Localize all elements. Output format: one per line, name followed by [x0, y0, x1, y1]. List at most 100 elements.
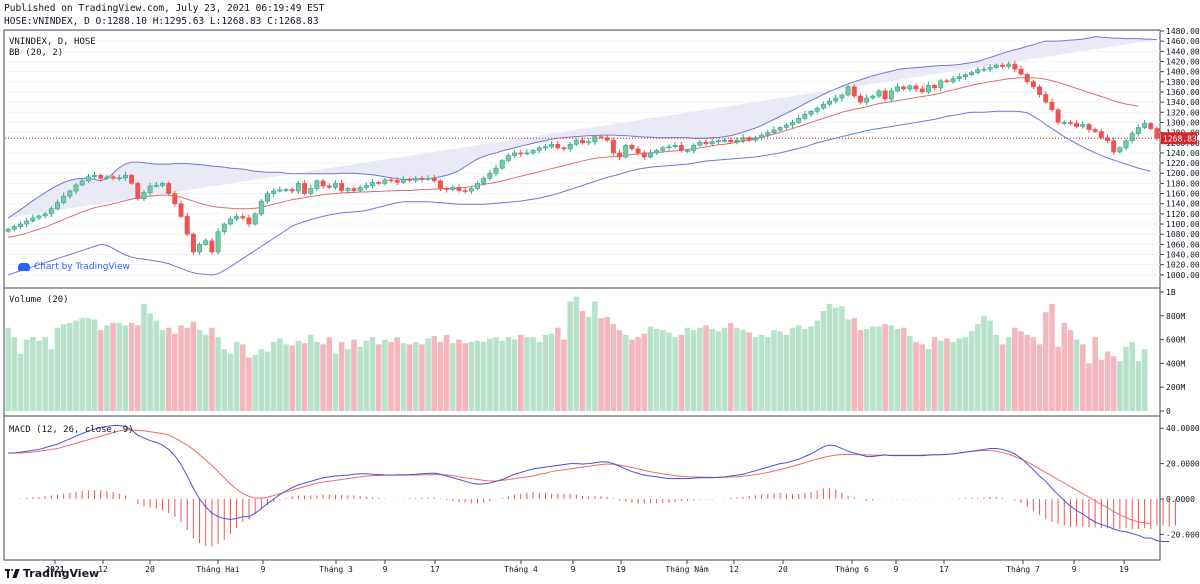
volume-bar: [221, 349, 228, 411]
volume-bar: [301, 343, 308, 411]
volume-bar: [758, 334, 765, 411]
volume-bar: [135, 325, 141, 411]
candle-up: [950, 78, 956, 83]
price-tick-label: 1440.00: [1166, 47, 1200, 56]
volume-bar: [338, 341, 345, 411]
volume-bar: [962, 337, 969, 411]
volume-bar: [672, 337, 678, 411]
volume-bar: [104, 325, 110, 411]
volume-bar: [622, 334, 629, 411]
tradingview-cloud-icon: [18, 263, 30, 271]
candle-up: [993, 64, 999, 68]
candle-down: [598, 136, 604, 138]
volume-bar: [295, 340, 302, 411]
candle-up: [697, 141, 703, 146]
volume-bar: [567, 301, 573, 411]
candle-up: [771, 129, 777, 133]
candle-down: [190, 233, 196, 253]
candle-up: [314, 180, 320, 189]
volume-bar: [369, 337, 376, 411]
volume-bar: [60, 324, 67, 411]
volume-bar: [814, 320, 820, 411]
candle-down: [184, 216, 190, 235]
volume-bar: [307, 334, 314, 411]
pane-frame-0: [3, 29, 1161, 289]
candle-up: [765, 132, 771, 136]
volume-bar: [165, 327, 172, 411]
volume-bar: [857, 330, 864, 411]
volume-bar: [1104, 351, 1111, 411]
candle-down: [617, 152, 623, 158]
volume-bar: [777, 331, 783, 411]
candle-up: [505, 155, 511, 161]
candle-down: [1049, 101, 1055, 111]
bb-indicator-label: BB (20, 2): [9, 48, 63, 58]
candle-down: [437, 180, 443, 189]
price-tick-label: 1040.00: [1166, 251, 1200, 260]
candle-up: [265, 193, 270, 202]
candle-up: [666, 146, 672, 149]
time-tick-label: 17: [939, 565, 949, 574]
volume-bar: [1110, 356, 1117, 411]
candle-down: [376, 182, 382, 184]
candle-up: [567, 143, 573, 150]
time-tick-label: 9: [261, 565, 266, 574]
volume-bar: [159, 330, 166, 411]
volume-bar: [530, 337, 536, 411]
volume-bar: [900, 327, 907, 411]
volume-bar: [264, 351, 271, 411]
volume-tick-label: 0: [1166, 407, 1171, 416]
price-tick-label: 1300.00: [1166, 118, 1200, 127]
volume-bar: [653, 328, 660, 411]
published-line: Published on TradingView.com, July 23, 2…: [4, 3, 325, 14]
volume-bar: [283, 344, 289, 411]
volume-bar: [419, 344, 425, 411]
volume-bar: [937, 340, 944, 411]
candle-up: [104, 176, 110, 179]
time-tick-label: 9: [383, 565, 388, 574]
volume-bar: [894, 328, 901, 411]
volume-bar: [116, 322, 123, 411]
volume-bar: [882, 324, 888, 411]
volume-bar: [270, 341, 277, 411]
candle-up: [647, 152, 653, 158]
volume-bar: [36, 340, 42, 411]
volume-bar: [715, 331, 722, 411]
price-tick-label: 1020.00: [1166, 261, 1200, 270]
volume-bar: [209, 327, 215, 411]
time-tick-label: 9: [1072, 565, 1077, 574]
candle-up: [1135, 127, 1141, 134]
candle-down: [678, 145, 684, 151]
volume-bar: [400, 343, 407, 411]
price-tick-label: 1000.00: [1166, 271, 1200, 280]
volume-bar: [931, 337, 938, 411]
bb-lower-line: [7, 110, 1151, 276]
candle-up: [845, 86, 851, 96]
tradingview-logo-icon: [5, 569, 20, 578]
candle-up: [116, 177, 122, 180]
candle-up: [197, 244, 203, 253]
footer-brand[interactable]: TradingView: [5, 567, 99, 580]
volume-tick-label: 200M: [1166, 383, 1185, 392]
candle-up: [1142, 123, 1148, 128]
candle-down: [610, 139, 616, 154]
volume-tick-label: 1B: [1166, 288, 1176, 297]
candle-down: [1105, 137, 1110, 142]
volume-bar: [487, 338, 493, 411]
volume-bar: [721, 327, 728, 411]
volume-bar: [277, 338, 283, 411]
chart-watermark[interactable]: Chart by TradingView: [18, 262, 130, 272]
candle-down: [703, 141, 709, 145]
volume-bar: [592, 301, 598, 411]
candle-up: [777, 127, 783, 131]
price-tick-label: 1140.00: [1166, 200, 1200, 209]
time-tick-label: 2021: [45, 565, 64, 574]
candle-up: [709, 141, 715, 145]
volume-bar: [11, 337, 18, 411]
volume-bar: [1098, 359, 1105, 411]
volume-bar: [394, 337, 400, 411]
candle-up: [332, 183, 338, 188]
volume-bar: [863, 328, 870, 411]
volume-bar: [1061, 322, 1068, 411]
